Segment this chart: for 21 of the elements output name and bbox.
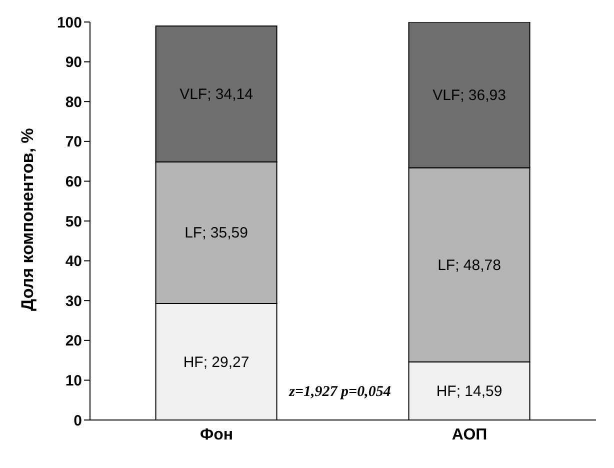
- x-tick-label: АОП: [452, 426, 488, 444]
- y-tick-label: 40: [65, 253, 82, 270]
- y-tick-label: 70: [65, 134, 82, 151]
- data-label: LF; 48,78: [438, 256, 501, 274]
- annotation: z=1,927 p=0,054: [289, 384, 391, 401]
- data-label: VLF; 36,93: [432, 86, 506, 104]
- y-tick-label: 0: [74, 412, 82, 430]
- data-label: HF; 29,27: [183, 353, 250, 370]
- y-tick-label: 60: [65, 174, 82, 191]
- y-tick-label: 80: [65, 94, 82, 111]
- y-tick-label: 30: [65, 292, 82, 310]
- data-label: LF; 35,59: [184, 224, 248, 242]
- y-tick-label: 100: [56, 14, 82, 32]
- data-label: VLF; 34,14: [180, 85, 253, 102]
- y-axis-title: Доля компонентов, %: [18, 128, 38, 311]
- data-label: HF; 14,59: [436, 382, 502, 400]
- y-tick-label: 90: [65, 54, 82, 72]
- y-tick-label: 10: [65, 372, 82, 390]
- y-tick-label: 20: [65, 332, 82, 350]
- x-tick-label: Фон: [200, 426, 234, 444]
- y-tick-label: 50: [65, 213, 82, 230]
